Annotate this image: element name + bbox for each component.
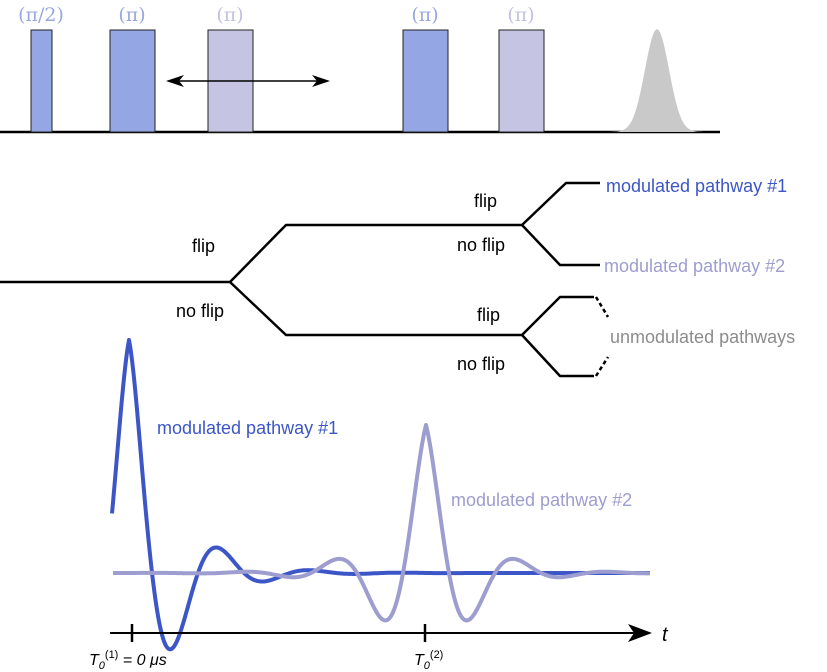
tick-label-t0-2: T0(2): [414, 649, 443, 672]
label-no-flip-upper: no flip: [457, 235, 505, 255]
unmod-dash-lower: [594, 356, 610, 377]
pulse-pi-1: [109, 29, 156, 133]
label-no-flip-lower: no flip: [457, 354, 505, 374]
unmod-dash-upper: [594, 296, 610, 318]
tree-label-unmodulated: unmodulated pathways: [610, 327, 795, 347]
label-flip-1: flip: [192, 236, 215, 256]
pulse-sequence: (π/2) (π) (π) (π) (π): [0, 4, 720, 134]
signal-pathway2: [112, 423, 651, 623]
time-axis-arrowhead: [628, 624, 652, 642]
label-flip-lower: flip: [477, 305, 500, 325]
tree-root-lower: [229, 281, 522, 337]
pulse-pi-4: [498, 29, 545, 133]
signal-pathway1: [110, 338, 651, 652]
arrow-right-head: [312, 75, 330, 87]
signal-plot: t T0(1) = 0 μs T0(2) modulated pathway #…: [89, 338, 669, 672]
tree-branch-unmod-upper: [521, 295, 594, 336]
time-axis-label: t: [662, 624, 669, 646]
pathway-tree: [0, 181, 610, 378]
tree-branch-unmod-lower: [521, 334, 594, 378]
pulse-label-2: (π): [118, 4, 145, 26]
pulse-label-3: (π): [216, 4, 243, 26]
label-flip-upper: flip: [474, 191, 497, 211]
pulse-label-1: (π/2): [18, 4, 64, 26]
tree-branch-pathway1: [521, 181, 600, 226]
tree-root-upper: [0, 223, 522, 284]
pulse-pi-3: [402, 29, 449, 133]
pulse-label-5: (π): [507, 4, 534, 26]
label-no-flip-1: no flip: [176, 301, 224, 321]
echo-shape: [606, 29, 710, 132]
tick-label-t0-1: T0(1) = 0 μs: [89, 649, 167, 672]
signal-label-pathway1: modulated pathway #1: [157, 418, 338, 438]
tree-label-pathway1: modulated pathway #1: [606, 176, 787, 196]
arrow-left-head: [166, 75, 184, 87]
pulse-label-4: (π): [411, 4, 438, 26]
pulse-pi-half: [30, 29, 53, 133]
tree-branch-pathway2: [521, 224, 600, 267]
signal-label-pathway2: modulated pathway #2: [451, 490, 632, 510]
tree-label-pathway2: modulated pathway #2: [604, 256, 785, 276]
